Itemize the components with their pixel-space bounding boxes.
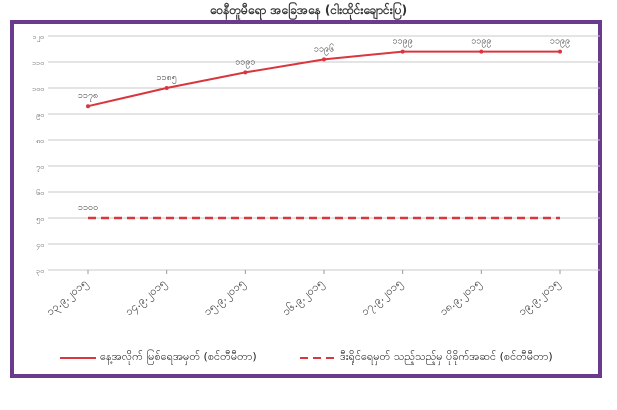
data-point [164, 86, 169, 90]
data-label: ၁၁၉၆ [314, 43, 334, 55]
data-label: ၁၁၉၉ [471, 37, 491, 48]
data-label: ၁၁၇၈ [78, 91, 98, 102]
x-tick-label: ၁၆.၉.၂၀၁၅ [280, 276, 328, 319]
x-tick-label: ၁၃.၉.၂၀၁၅ [44, 276, 92, 319]
chart-title: ဝေနီတူမီရော အခြေအနေ (ငါးထိုင်းချောင်းပြ) [209, 3, 408, 17]
legend-swatch-solid [60, 357, 96, 359]
y-tick-label: ၁၂၀ [33, 33, 44, 42]
x-tick-label: ၁၇.၉.၂၀၁၅ [358, 276, 406, 319]
legend-item-danger: ဒီးရိုင်ရေမှတ် သည့်သည့်မှ ပိုခိုက်အဆင် (… [300, 350, 553, 366]
legend-item-observed: နေ့အလိုက် မြစ်ရေအမှတ် (စင်တီမီတာ) [60, 350, 257, 366]
x-tick-label: ၁၅.၉.၂၀၁၅ [201, 276, 249, 319]
y-tick-label: ၆၀ [36, 189, 44, 197]
y-tick-label: ၅၀ [36, 215, 44, 224]
data-label: ၁၁၉၉ [550, 37, 570, 48]
legend-label-observed: နေ့အလိုက် မြစ်ရေအမှတ် (စင်တီမီတာ) [100, 350, 257, 363]
data-label: ၁၁၉၉ [393, 37, 413, 48]
data-point [558, 49, 562, 54]
data-label: ၁၁၀၀ [78, 203, 98, 213]
data-point [322, 57, 326, 62]
y-tick-label: ၄၀ [36, 241, 44, 250]
chart-frame [10, 20, 602, 378]
data-label: ၁၁၉၁ [235, 57, 255, 68]
legend-swatch-dashed [300, 357, 336, 359]
y-tick-label: ၈၀ [36, 137, 44, 145]
y-tick-label: ၇၀ [36, 163, 44, 172]
y-tick-label: ၉၀ [36, 111, 44, 120]
data-label: ၁၁၈၅ [156, 73, 176, 84]
y-tick-label: ၁၀၀ [32, 85, 44, 93]
x-tick-label: ၁၄.၉.၂၀၁၅ [122, 276, 170, 319]
data-point [479, 49, 484, 54]
data-point [243, 70, 248, 75]
legend-label-danger: ဒီးရိုင်ရေမှတ် သည့်သည့်မှ ပိုခိုက်အဆင် (… [340, 350, 553, 363]
y-tick-label: ၃၀ [36, 267, 44, 276]
data-point [86, 104, 90, 109]
x-tick-label: ၁၉.၉.၂၀၁၅ [516, 276, 564, 319]
y-tick-label: ၁၁၀ [32, 59, 44, 67]
chart-legend: နေ့အလိုက် မြစ်ရေအမှတ် (စင်တီမီတာ) ဒီးရို… [20, 350, 600, 372]
x-tick-label: ၁၈.၉.၂၀၁၅ [437, 276, 485, 319]
data-point [400, 49, 405, 54]
